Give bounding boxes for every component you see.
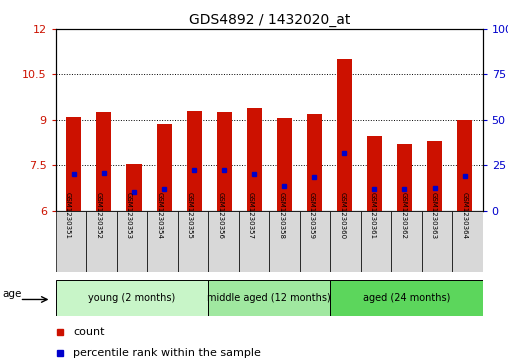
Bar [97, 112, 111, 211]
Text: GSM1230362: GSM1230362 [400, 192, 406, 239]
Text: GSM1230351: GSM1230351 [65, 192, 71, 239]
Text: aged (24 months): aged (24 months) [363, 293, 450, 303]
Bar [277, 118, 292, 211]
Text: GSM1230359: GSM1230359 [309, 192, 315, 239]
Bar [247, 108, 262, 211]
Text: GSM1230358: GSM1230358 [278, 192, 284, 239]
Text: GSM1230357: GSM1230357 [248, 192, 254, 239]
Bar [367, 136, 382, 211]
Bar [208, 211, 239, 272]
Text: GSM1230360: GSM1230360 [339, 192, 345, 239]
Bar [307, 114, 322, 211]
Text: GSM1230361: GSM1230361 [370, 192, 376, 239]
Bar [67, 117, 81, 211]
Bar [397, 144, 412, 211]
Text: GSM1230364: GSM1230364 [461, 192, 467, 239]
Bar [269, 211, 300, 272]
Text: GSM1230356: GSM1230356 [217, 192, 224, 239]
Bar [117, 211, 147, 272]
Bar [391, 211, 422, 272]
Bar [186, 111, 202, 211]
Bar [156, 125, 172, 211]
Bar [56, 280, 208, 316]
Bar [126, 164, 142, 211]
Text: GSM1230352: GSM1230352 [96, 192, 102, 239]
Bar [330, 280, 483, 316]
Title: GDS4892 / 1432020_at: GDS4892 / 1432020_at [188, 13, 350, 26]
Bar [452, 211, 483, 272]
Bar [56, 211, 86, 272]
Text: GSM1230354: GSM1230354 [156, 192, 163, 239]
Bar [178, 211, 208, 272]
Text: age: age [3, 289, 22, 299]
Bar [427, 141, 442, 211]
Bar [208, 280, 330, 316]
Bar [457, 120, 472, 211]
Text: GSM1230353: GSM1230353 [126, 192, 132, 239]
Text: GSM1230355: GSM1230355 [187, 192, 193, 239]
Bar [330, 211, 361, 272]
Bar [300, 211, 330, 272]
Bar [147, 211, 178, 272]
Text: GSM1230363: GSM1230363 [431, 192, 437, 239]
Bar [216, 112, 232, 211]
Text: count: count [73, 327, 105, 337]
Text: young (2 months): young (2 months) [88, 293, 176, 303]
Bar [337, 59, 352, 211]
Text: percentile rank within the sample: percentile rank within the sample [73, 348, 261, 358]
Bar [361, 211, 391, 272]
Bar [239, 211, 269, 272]
Text: middle aged (12 months): middle aged (12 months) [207, 293, 331, 303]
Bar [422, 211, 452, 272]
Bar [86, 211, 117, 272]
